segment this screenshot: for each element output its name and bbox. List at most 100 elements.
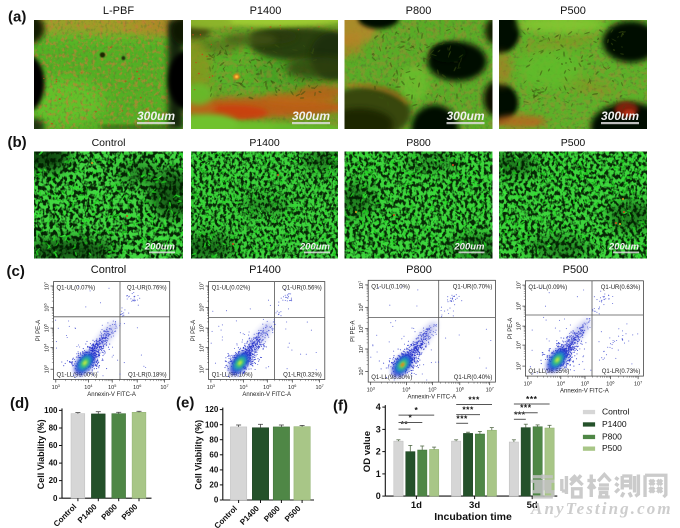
svg-text:Q1-LR(0.40%): Q1-LR(0.40%) — [454, 375, 493, 381]
svg-text:105: 105 — [199, 324, 206, 332]
svg-text:**: ** — [401, 419, 409, 429]
svg-text:Q1-LL(98.80%): Q1-LL(98.80%) — [371, 375, 412, 381]
svg-text:104: 104 — [44, 344, 51, 352]
svg-text:103: 103 — [52, 384, 60, 391]
svg-text:104: 104 — [515, 341, 522, 349]
svg-text:200um: 200um — [299, 242, 331, 253]
svg-text:Cell Viability (%): Cell Viability (%) — [36, 419, 46, 489]
svg-text:P800: P800 — [406, 264, 432, 276]
svg-text:P500: P500 — [560, 5, 586, 17]
svg-text:105: 105 — [428, 387, 436, 394]
svg-text:103: 103 — [358, 367, 365, 375]
svg-text:Control: Control — [602, 407, 630, 417]
svg-text:1d: 1d — [411, 500, 422, 511]
svg-text:107: 107 — [199, 282, 206, 290]
svg-text:P1400: P1400 — [602, 419, 627, 429]
svg-text:200um: 200um — [453, 242, 485, 253]
svg-text:107: 107 — [486, 387, 494, 394]
svg-text:105: 105 — [358, 325, 365, 333]
svg-text:OD value: OD value — [362, 431, 373, 472]
svg-text:300um: 300um — [292, 109, 330, 123]
svg-text:Q1-UR(0.63%): Q1-UR(0.63%) — [601, 285, 641, 291]
svg-text:40: 40 — [209, 466, 218, 475]
svg-text:20: 20 — [49, 476, 58, 485]
svg-text:3: 3 — [376, 424, 381, 434]
svg-text:Annexin-V FITC-A: Annexin-V FITC-A — [560, 389, 609, 395]
svg-text:Q1-LL(99.00%): Q1-LL(99.00%) — [57, 373, 98, 379]
svg-text:***: *** — [456, 413, 468, 423]
svg-text:PI PE-A: PI PE-A — [191, 320, 197, 341]
svg-text:106: 106 — [456, 387, 464, 394]
svg-text:0: 0 — [376, 491, 381, 501]
svg-text:P500: P500 — [561, 137, 586, 149]
svg-text:120: 120 — [205, 405, 219, 414]
svg-text:105: 105 — [581, 381, 589, 388]
svg-text:***: *** — [468, 395, 480, 405]
svg-text:106: 106 — [358, 303, 365, 311]
svg-text:200um: 200um — [608, 242, 640, 253]
svg-text:*: * — [414, 405, 418, 415]
svg-text:Control: Control — [92, 137, 126, 149]
svg-text:Q1-LL(98.55%): Q1-LL(98.55%) — [528, 369, 569, 375]
svg-text:(f): (f) — [333, 398, 348, 415]
svg-text:***: *** — [520, 403, 532, 413]
svg-text:100: 100 — [44, 406, 58, 415]
svg-text:P500: P500 — [563, 264, 589, 276]
svg-text:104: 104 — [402, 387, 410, 394]
svg-text:105: 105 — [108, 384, 116, 391]
svg-text:104: 104 — [84, 384, 92, 391]
svg-text:3d: 3d — [469, 500, 480, 511]
svg-text:P500: P500 — [602, 443, 622, 453]
svg-text:107: 107 — [160, 384, 168, 391]
svg-text:PI PE-A: PI PE-A — [508, 318, 514, 339]
svg-text:60: 60 — [209, 450, 218, 459]
svg-text:P1400: P1400 — [250, 5, 282, 17]
svg-text:104: 104 — [557, 381, 565, 388]
svg-text:Q1-LL(99.10%): Q1-LL(99.10%) — [212, 373, 253, 379]
svg-text:***: *** — [514, 409, 526, 419]
svg-text:0: 0 — [53, 494, 58, 503]
svg-text:103: 103 — [515, 362, 522, 370]
svg-text:Q1-UR(0.56%): Q1-UR(0.56%) — [282, 286, 322, 292]
svg-text:P800: P800 — [602, 431, 622, 441]
svg-text:P800: P800 — [406, 137, 431, 149]
svg-text:P800: P800 — [406, 5, 432, 17]
svg-text:(e): (e) — [176, 395, 194, 412]
svg-text:60: 60 — [49, 441, 58, 450]
svg-text:***: *** — [462, 405, 474, 415]
svg-text:2: 2 — [376, 447, 381, 457]
svg-text:107: 107 — [634, 381, 642, 388]
svg-text:Q1-LR(0.18%): Q1-LR(0.18%) — [128, 373, 167, 379]
svg-text:(a): (a) — [8, 9, 26, 26]
svg-text:106: 106 — [44, 303, 51, 311]
svg-text:Q1-UL(0.09%): Q1-UL(0.09%) — [528, 285, 567, 291]
svg-text:105: 105 — [515, 322, 522, 330]
svg-text:***: *** — [526, 394, 538, 404]
svg-text:(d): (d) — [10, 395, 29, 412]
svg-text:5d: 5d — [527, 500, 538, 511]
svg-text:107: 107 — [515, 281, 522, 289]
svg-text:80: 80 — [49, 424, 58, 433]
svg-text:103: 103 — [207, 384, 215, 391]
svg-text:P1400: P1400 — [249, 264, 281, 276]
svg-text:Annexin-V FITC-A: Annexin-V FITC-A — [87, 392, 136, 398]
svg-text:107: 107 — [44, 282, 51, 290]
svg-text:PI PE-A: PI PE-A — [351, 321, 357, 342]
svg-text:(c): (c) — [7, 263, 25, 280]
svg-text:Cell Viability (%): Cell Viability (%) — [194, 420, 204, 490]
svg-text:Q1-UL(0.10%): Q1-UL(0.10%) — [371, 284, 410, 290]
svg-text:103: 103 — [199, 365, 206, 373]
svg-text:Control: Control — [91, 264, 126, 276]
svg-text:40: 40 — [49, 459, 58, 468]
svg-text:80: 80 — [209, 435, 218, 444]
svg-text:Incubation time: Incubation time — [434, 511, 512, 523]
svg-text:107: 107 — [358, 281, 365, 289]
svg-text:300um: 300um — [137, 109, 175, 123]
svg-text:105: 105 — [263, 384, 271, 391]
svg-text:103: 103 — [524, 381, 532, 388]
svg-text:106: 106 — [515, 302, 522, 310]
svg-text:1: 1 — [376, 469, 381, 479]
svg-text:Q1-LR(0.32%): Q1-LR(0.32%) — [283, 373, 322, 379]
svg-text:Annexin-V FITC-A: Annexin-V FITC-A — [242, 392, 291, 398]
svg-text:107: 107 — [315, 384, 323, 391]
